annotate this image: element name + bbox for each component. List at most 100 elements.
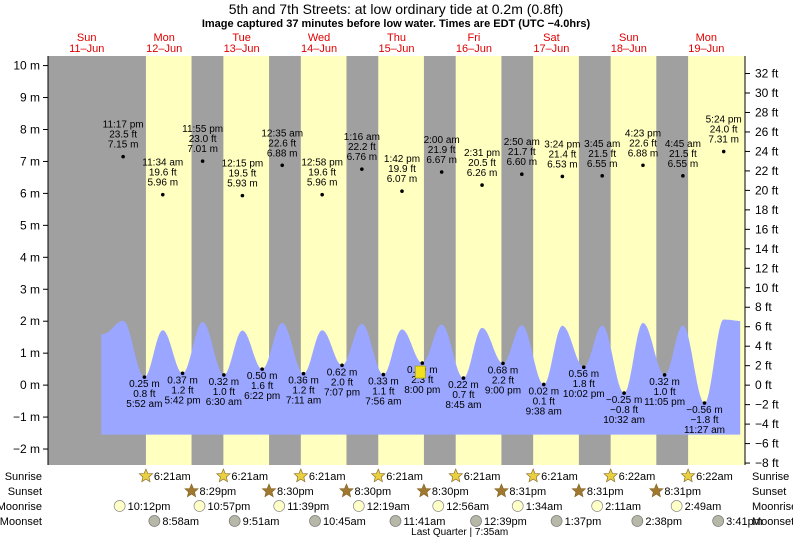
day-header-weekday: Sun bbox=[619, 32, 639, 44]
high-tide-point bbox=[520, 172, 524, 177]
left-tick-label: 5 m bbox=[20, 218, 40, 232]
right-tick-label: 6 ft bbox=[755, 320, 772, 334]
right-tick-label: 2 ft bbox=[755, 359, 772, 373]
high-tide-point bbox=[280, 163, 285, 168]
sunrise-icon bbox=[215, 468, 231, 483]
low-tide-ft: 1.0 ft bbox=[653, 387, 675, 398]
moonset-icon bbox=[631, 515, 644, 527]
low-tide-ft: 2.2 ft bbox=[492, 375, 514, 386]
moonrise-icon bbox=[591, 500, 604, 512]
almanac-rows: Sunrise Sunrise Sunset Sunset Moonrise Moonri… bbox=[0, 468, 793, 538]
high-tide-m: 6.07 m bbox=[387, 174, 418, 185]
left-tick-label: 2 m bbox=[20, 314, 40, 328]
high-tide-time: 5:24 pm bbox=[706, 115, 742, 126]
high-tide-m: 6.76 m bbox=[347, 152, 378, 163]
low-tide-m: 0.56 m bbox=[568, 369, 599, 380]
high-tide-time: 1:16 am bbox=[344, 132, 380, 143]
high-tide-ft: 19.9 ft bbox=[388, 164, 416, 175]
sunset-row-label-left: Sunset bbox=[8, 486, 42, 498]
right-tick-label: 14 ft bbox=[755, 242, 779, 256]
low-tide-point bbox=[541, 382, 546, 387]
current-time-marker bbox=[414, 365, 426, 379]
high-tide-ft: 20.5 ft bbox=[468, 158, 496, 169]
right-tick-label: 20 ft bbox=[755, 183, 779, 197]
sunrise-time: 6:21am bbox=[309, 471, 346, 483]
low-tide-time: 7:56 am bbox=[365, 397, 401, 408]
right-tick-label: −6 ft bbox=[755, 437, 779, 451]
moonset-time: 11:41am bbox=[403, 516, 445, 528]
moonrise-time: 10:12pm bbox=[128, 501, 171, 513]
moonset-time: 10:45am bbox=[323, 516, 366, 528]
sunset-time: 8:31pm bbox=[509, 486, 546, 498]
high-tide-m: 5.96 m bbox=[147, 178, 178, 189]
left-tick-label: 6 m bbox=[20, 186, 40, 200]
right-tick-label: 22 ft bbox=[755, 164, 779, 178]
high-tide-time: 2:50 am bbox=[504, 137, 540, 148]
high-tide-m: 6.88 m bbox=[267, 148, 298, 159]
moonrise-icon bbox=[511, 500, 524, 512]
day-header-weekday: Thu bbox=[387, 32, 406, 44]
low-tide-time: 5:42 pm bbox=[164, 395, 200, 406]
high-tide-m: 5.93 m bbox=[227, 179, 258, 190]
sunrise-row-label-right: Sunrise bbox=[752, 471, 789, 483]
moonrise-icon bbox=[352, 500, 365, 512]
high-tide-point bbox=[200, 159, 205, 163]
low-tide-m: 0.33 m bbox=[368, 377, 399, 388]
high-tide-point bbox=[600, 174, 605, 178]
chart-title: 5th and 7th Streets: at low ordinary tid… bbox=[229, 1, 564, 17]
sunset-icon bbox=[339, 483, 354, 498]
high-tide-ft: 21.4 ft bbox=[548, 149, 576, 160]
sunset-icon bbox=[648, 483, 664, 498]
sunrise-icon bbox=[138, 468, 154, 483]
moonset-time: 12:39pm bbox=[484, 516, 527, 528]
low-tide-ft: 0.7 ft bbox=[452, 390, 474, 401]
day-header-date: 13–Jun bbox=[224, 43, 260, 55]
low-tide-time: 9:00 pm bbox=[485, 385, 521, 396]
day-header-date: 16–Jun bbox=[456, 43, 492, 55]
moonrise-icon bbox=[432, 500, 445, 512]
moonrise-icon bbox=[273, 500, 286, 512]
day-header-weekday: Sun bbox=[77, 32, 97, 44]
sunrise-time: 6:21am bbox=[231, 471, 268, 483]
high-tide-time: 11:17 pm bbox=[103, 120, 144, 131]
moonset-time: 3:41pm bbox=[726, 516, 763, 528]
high-tide-ft: 22.2 ft bbox=[348, 142, 376, 153]
axes: 10 m 9 m 8 m 7 m 6 m 5 m 4 m 3 m 2 m 1 m 0 m −1 m −2… bbox=[13, 56, 779, 470]
moonrise-time: 1:34am bbox=[526, 501, 563, 513]
high-tide-time: 2:31 pm bbox=[464, 148, 500, 159]
right-tick-label: 24 ft bbox=[755, 144, 779, 158]
high-tide-point bbox=[160, 192, 165, 197]
day-header-date: 12–Jun bbox=[146, 43, 182, 55]
high-tide-m: 7.15 m bbox=[108, 140, 139, 151]
high-tide-point bbox=[400, 189, 404, 193]
low-tide-point bbox=[381, 372, 386, 377]
sunset-icon bbox=[494, 483, 509, 498]
day-header-weekday: Fri bbox=[468, 32, 481, 44]
low-tide-ft: 0.8 ft bbox=[133, 389, 155, 400]
moonrise-row-label-right: Moonrise bbox=[752, 501, 793, 513]
low-tide-time: 9:38 am bbox=[526, 406, 562, 417]
left-tick-label: −2 m bbox=[13, 442, 40, 456]
high-tide-point bbox=[721, 149, 726, 154]
high-tide-m: 6.55 m bbox=[668, 159, 699, 170]
high-tide-m: 6.26 m bbox=[467, 168, 498, 179]
moonset-icon bbox=[470, 515, 482, 527]
sunrise-icon bbox=[448, 468, 464, 483]
sunrise-time: 6:21am bbox=[386, 471, 423, 483]
moonset-row-label-left: Moonset bbox=[0, 516, 42, 528]
day-header-weekday: Mon bbox=[153, 32, 174, 44]
left-tick-label: 0 m bbox=[20, 378, 40, 392]
sunset-icon bbox=[261, 483, 277, 498]
high-tide-time: 3:45 am bbox=[584, 139, 620, 150]
low-tide-m: 0.25 m bbox=[129, 379, 160, 390]
low-tide-m: 0.36 m bbox=[288, 376, 319, 387]
sunset-icon bbox=[571, 483, 587, 498]
low-tide-ft: 1.2 ft bbox=[292, 386, 314, 397]
high-tide-m: 6.55 m bbox=[587, 159, 618, 170]
low-tide-ft: 2.0 ft bbox=[331, 377, 353, 388]
low-tide-time: 8:45 am bbox=[445, 400, 481, 411]
sunset-icon bbox=[416, 483, 432, 498]
moonrise-time: 2:49am bbox=[685, 501, 722, 513]
